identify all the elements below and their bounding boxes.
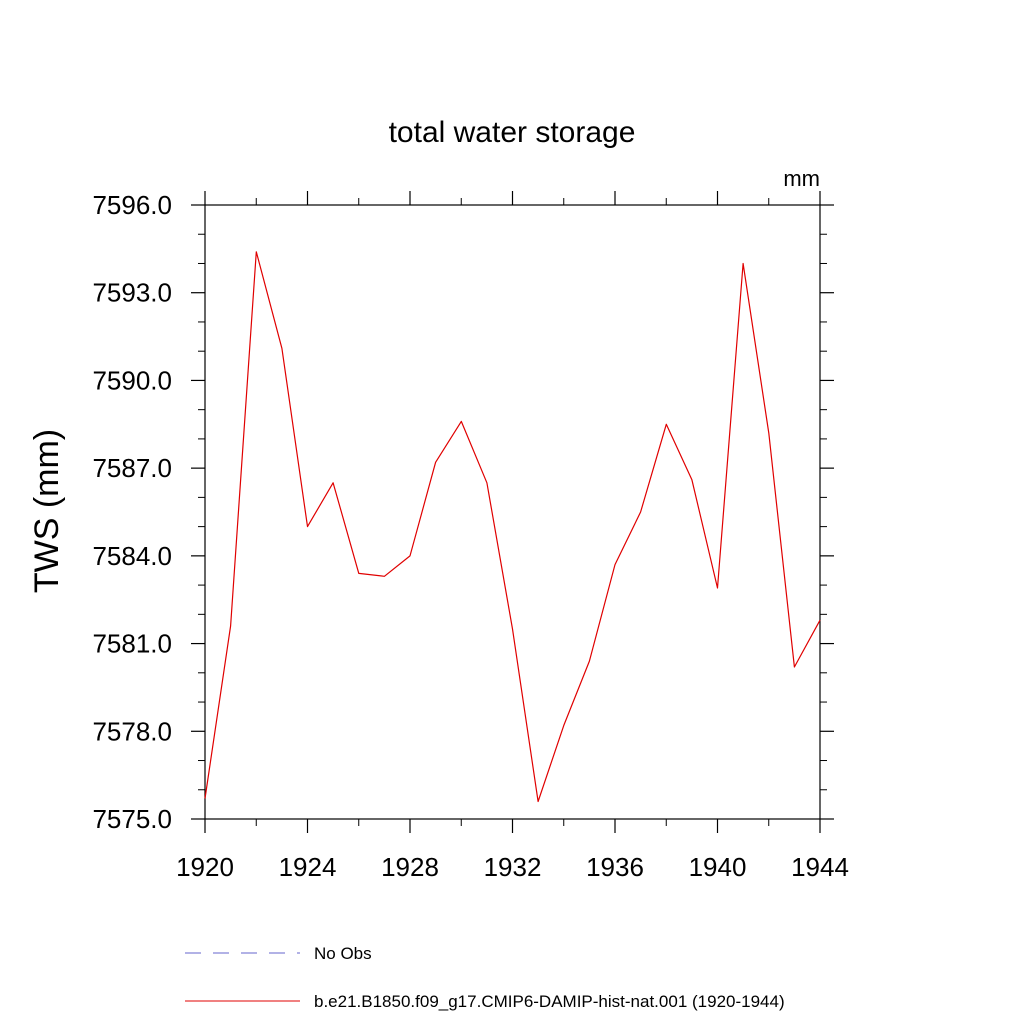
plot-frame	[204, 204, 821, 820]
chart-title: total water storage	[389, 116, 636, 149]
x-tick-label: 1924	[279, 852, 337, 882]
legend-label: No Obs	[314, 944, 372, 963]
x-tick-label: 1932	[484, 852, 542, 882]
y-tick-label: 7593.0	[92, 278, 172, 308]
x-tick-label: 1920	[176, 852, 234, 882]
y-tick-label: 7575.0	[92, 804, 172, 834]
series-layer	[204, 251, 821, 803]
series-line	[204, 251, 821, 803]
units-label: mm	[783, 166, 820, 191]
x-tick-label: 1936	[586, 852, 644, 882]
plot-border	[204, 204, 821, 820]
y-axis: 7575.0 7578.0 7581.0 7584.0 7587.0 7590.0 7593…	[92, 190, 834, 834]
legend-label: b.e21.B1850.f09_g17.CMIP6-DAMIP-hist-nat…	[314, 992, 785, 1011]
legend: No Obs b.e21.B1850.f09_g17.CMIP6-DAMIP-hi…	[185, 944, 785, 1011]
x-axis: 1920 1924 1928 1932 1936 1940 1944	[176, 191, 849, 882]
minor-ticks	[198, 198, 827, 826]
y-tick-label: 7590.0	[92, 365, 172, 395]
y-tick-label: 7581.0	[92, 629, 172, 659]
y-axis-label: TWS (mm)	[28, 429, 66, 593]
x-tick-label: 1944	[791, 852, 849, 882]
y-tick-label: 7578.0	[92, 716, 172, 746]
x-tick-label: 1940	[689, 852, 747, 882]
y-tick-label: 7587.0	[92, 453, 172, 483]
y-tick-label: 7596.0	[92, 190, 172, 220]
x-tick-label: 1928	[381, 852, 439, 882]
y-tick-label: 7584.0	[92, 541, 172, 571]
